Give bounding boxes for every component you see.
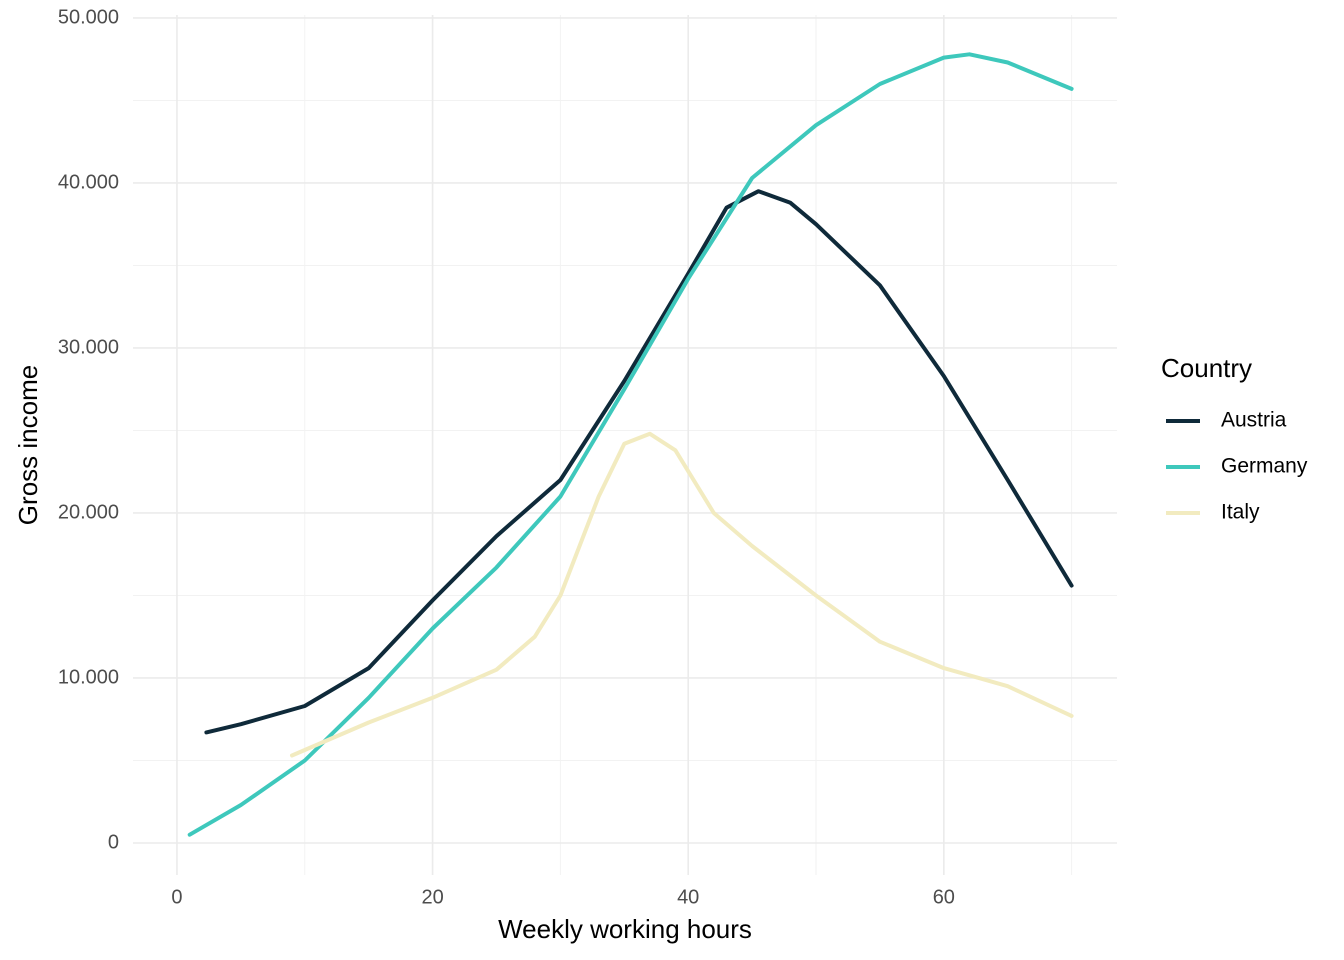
x-tick-label: 40 — [677, 886, 699, 908]
x-tick-label: 20 — [421, 886, 443, 908]
series-line — [187, 52, 1074, 837]
y-tick-label: 50.000 — [58, 6, 119, 28]
y-tick-label: 0 — [108, 831, 119, 853]
x-tick-label: 60 — [933, 886, 955, 908]
legend-label: Italy — [1221, 501, 1260, 524]
y-tick-label: 40.000 — [58, 171, 119, 193]
legend-label: Germany — [1221, 455, 1308, 478]
y-tick-label: 30.000 — [58, 336, 119, 358]
legend-label: Austria — [1221, 409, 1287, 432]
y-axis-title: Gross income — [13, 365, 43, 525]
y-tick-label: 10.000 — [58, 666, 119, 688]
legend-title: Country — [1161, 353, 1252, 383]
x-tick-label: 0 — [171, 886, 182, 908]
y-tick-label: 20.000 — [58, 501, 119, 523]
x-axis-title: Weekly working hours — [498, 914, 752, 944]
series-line — [204, 189, 1074, 735]
series-line — [290, 431, 1074, 758]
